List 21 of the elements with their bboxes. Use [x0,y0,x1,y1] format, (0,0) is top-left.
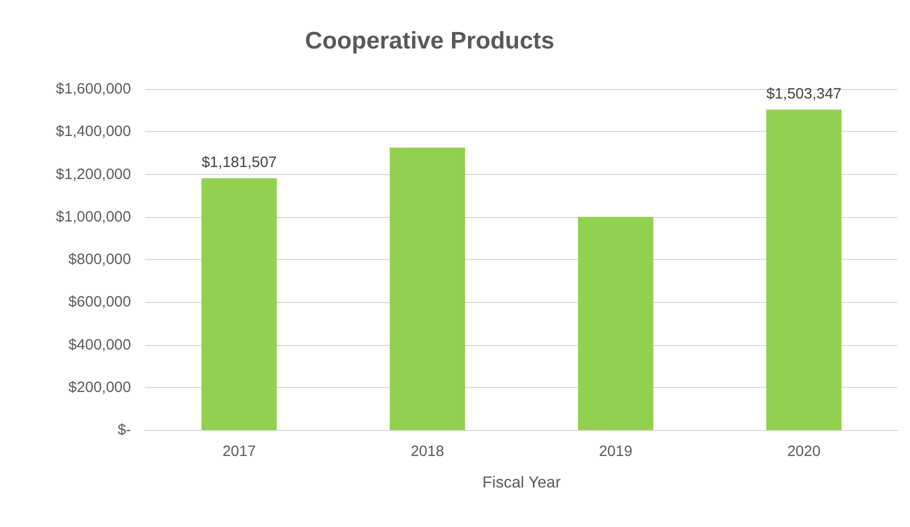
bar [201,178,277,430]
y-tick-label: $1,000,000 [56,208,131,226]
y-tick-label: $400,000 [68,336,131,354]
bar [578,216,654,430]
y-tick-label: $- [118,422,131,438]
y-tick-label: $600,000 [68,294,131,311]
y-tick-label: $1,200,000 [56,166,131,183]
data-label: $1,181,507 [202,154,277,172]
chart-title: Cooperative Products [305,28,554,54]
x-tick-label: 2019 [598,443,632,460]
y-tick-label: $1,600,000 [56,80,131,98]
bar [766,110,842,430]
y-tick-label: $800,000 [68,251,131,268]
bar [390,148,466,430]
data-label: $1,503,347 [766,86,842,103]
x-tick-label: 2018 [410,443,444,460]
x-tick-label: 2020 [787,443,821,460]
x-axis-title: Fiscal Year [482,474,562,492]
y-tick-label: $200,000 [68,378,131,396]
x-tick-label: 2017 [222,443,256,460]
y-tick-label: $1,400,000 [56,123,131,140]
